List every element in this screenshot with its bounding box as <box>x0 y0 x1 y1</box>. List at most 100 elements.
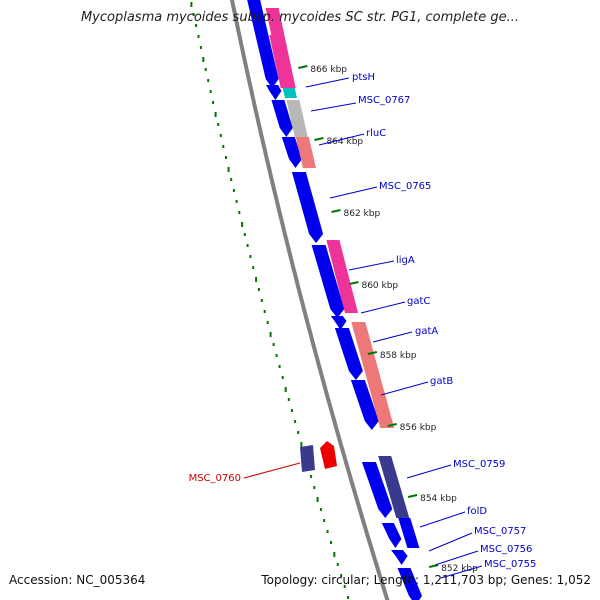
minor-tick <box>297 431 300 434</box>
gene-label[interactable]: ptsH <box>352 72 375 83</box>
position-label: 854 kbp <box>420 494 457 504</box>
genome-summary-text: Topology: circular; Length: 1,211,703 bp… <box>261 573 591 587</box>
map-title: Mycoplasma mycoides subsp. mycoides SC s… <box>80 10 520 25</box>
gene-label[interactable]: folD <box>467 506 487 517</box>
minor-tick <box>197 35 200 38</box>
major-tick <box>202 57 205 62</box>
tick-track <box>190 2 350 599</box>
gene-feature[interactable] <box>286 100 308 137</box>
gene-feature[interactable] <box>350 380 379 430</box>
highlighted-gene-feature[interactable] <box>320 441 337 469</box>
position-tick <box>349 281 359 285</box>
label-layer: 866 kbp 864 kbp 862 kbp 860 kbp 858 kbp 856 k… <box>189 65 536 579</box>
minor-tick <box>232 189 235 192</box>
minor-tick <box>209 90 212 93</box>
gene-label[interactable]: MSC_0756 <box>480 544 532 555</box>
label-leader <box>318 133 365 146</box>
label-leader <box>360 301 406 314</box>
minor-tick <box>347 596 350 599</box>
position-tick <box>387 423 397 427</box>
gene-label[interactable]: MSC_0767 <box>358 95 410 106</box>
minor-tick <box>272 343 275 346</box>
major-tick <box>214 112 217 117</box>
gene-label[interactable]: gatC <box>407 296 430 307</box>
position-label: 866 kbp <box>310 65 347 75</box>
gene-label[interactable]: MSC_0755 <box>484 559 536 570</box>
label-leader <box>434 550 479 566</box>
gene-feature[interactable] <box>381 523 402 548</box>
gene-feature[interactable] <box>266 85 282 100</box>
genome-backbone <box>229 0 390 600</box>
minor-tick <box>294 420 297 423</box>
minor-tick <box>199 46 202 49</box>
position-label: 862 kbp <box>344 209 381 219</box>
position-label: 864 kbp <box>326 137 363 147</box>
gene-feature[interactable] <box>282 88 297 98</box>
gene-feature[interactable] <box>271 100 293 137</box>
gene-feature[interactable] <box>391 550 408 565</box>
major-tick <box>227 167 230 172</box>
gene-feature[interactable] <box>361 462 393 518</box>
minor-tick <box>310 475 313 478</box>
gene-feature[interactable] <box>351 322 395 428</box>
gene-feature[interactable] <box>311 245 345 318</box>
position-tick <box>367 351 378 355</box>
gene-feature[interactable] <box>281 137 302 168</box>
gene-track <box>246 0 423 600</box>
minor-tick <box>326 530 329 533</box>
major-tick <box>333 552 336 557</box>
highlighted-gene-label[interactable]: MSC_0760 <box>189 473 241 484</box>
gene-label[interactable]: gatB <box>430 376 453 387</box>
label-leader <box>243 462 301 479</box>
major-tick <box>300 442 303 447</box>
gene-label[interactable]: MSC_0757 <box>474 526 526 537</box>
gene-feature[interactable] <box>269 35 293 88</box>
gene-feature[interactable] <box>334 328 363 380</box>
minor-tick <box>219 134 222 137</box>
major-tick <box>284 387 287 392</box>
minor-tick <box>207 79 210 82</box>
minor-tick <box>336 563 339 566</box>
position-tick <box>428 564 439 568</box>
gene-feature[interactable] <box>330 316 347 330</box>
minor-tick <box>222 145 225 148</box>
position-label: 858 kbp <box>380 351 417 361</box>
minor-tick <box>319 508 322 511</box>
gene-label[interactable]: rluC <box>366 128 386 139</box>
gene-feature[interactable] <box>295 137 316 168</box>
minor-tick <box>260 299 263 302</box>
gene-feature[interactable] <box>378 456 410 518</box>
label-leader <box>372 331 413 343</box>
gene-feature[interactable] <box>326 240 358 313</box>
minor-tick <box>278 365 281 368</box>
gene-feature[interactable] <box>246 0 279 88</box>
major-tick <box>241 222 244 227</box>
gene-label[interactable]: MSC_0759 <box>453 459 505 470</box>
gene-feature[interactable] <box>398 518 420 548</box>
minor-tick <box>330 541 332 544</box>
gene-label[interactable]: MSC_0765 <box>379 181 431 192</box>
major-tick <box>190 2 193 7</box>
minor-tick <box>235 200 238 203</box>
gene-feature[interactable] <box>300 445 315 472</box>
minor-tick <box>343 585 346 588</box>
gene-label[interactable]: gatA <box>415 326 438 337</box>
minor-tick <box>249 255 252 258</box>
minor-tick <box>217 123 220 126</box>
major-tick <box>316 497 319 502</box>
label-leader <box>310 102 357 112</box>
gene-feature[interactable] <box>291 172 324 243</box>
minor-tick <box>266 321 269 324</box>
gene-label[interactable]: ligA <box>396 255 415 266</box>
minor-tick <box>257 288 260 291</box>
minor-tick <box>290 409 293 412</box>
position-label: 860 kbp <box>361 281 398 291</box>
gene-feature[interactable] <box>397 568 423 600</box>
position-tick <box>331 209 341 213</box>
label-leader <box>305 77 350 88</box>
minor-tick <box>243 233 246 236</box>
minor-tick <box>340 574 343 577</box>
label-leader <box>428 532 473 552</box>
